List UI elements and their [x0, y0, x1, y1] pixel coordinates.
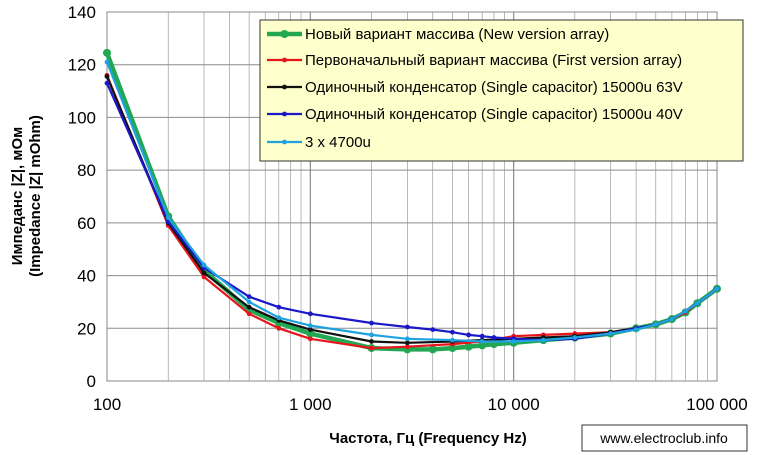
- plot-area: [106, 11, 718, 382]
- data-point: [511, 339, 517, 344]
- legend-swatch-marker: [282, 84, 287, 90]
- data-point: [307, 336, 313, 342]
- data-point: [694, 300, 700, 306]
- data-point: [103, 48, 111, 57]
- data-point: [466, 332, 471, 338]
- data-point: [307, 311, 313, 317]
- x-axis-ticks: 100 1 000 10 000 100 000: [93, 395, 748, 414]
- legend-label: Одиночный конденсатор (Single capacitor)…: [305, 79, 683, 96]
- data-point: [104, 59, 110, 65]
- series-group: [103, 48, 721, 354]
- series-5: [104, 59, 720, 344]
- legend-swatch-marker: [282, 57, 287, 63]
- legend-box: [259, 19, 744, 162]
- y-tick-label: 140: [68, 3, 96, 22]
- data-point: [104, 80, 110, 86]
- y-tick-label: 20: [77, 319, 96, 338]
- x-tick-label: 10 000: [488, 395, 540, 414]
- data-point: [369, 345, 374, 351]
- series-line: [105, 61, 718, 343]
- legend-item: Первоначальный вариант массива (First ve…: [267, 52, 682, 69]
- y-tick-label: 100: [68, 108, 96, 127]
- data-point: [165, 215, 171, 220]
- data-point: [201, 274, 207, 280]
- data-point: [540, 337, 546, 343]
- data-point: [306, 329, 315, 338]
- data-point: [608, 331, 614, 336]
- data-point: [479, 333, 485, 339]
- data-point: [464, 342, 473, 351]
- legend-label: 3 x 4700u: [305, 134, 371, 151]
- legend-item: Одиночный конденсатор (Single capacitor)…: [267, 79, 683, 96]
- data-point: [369, 332, 374, 338]
- watermark: www.electroclub.info: [581, 424, 748, 452]
- data-point: [448, 344, 457, 353]
- legend-label: Новый вариант массива (New version array…: [305, 26, 609, 43]
- y-tick-label: 80: [77, 161, 96, 180]
- data-point: [450, 337, 455, 343]
- data-point: [450, 329, 455, 335]
- y-tick-label: 0: [87, 372, 96, 391]
- watermark-box: [581, 424, 748, 452]
- data-point: [369, 320, 374, 326]
- data-point: [683, 308, 688, 314]
- y-axis-title-line1: Импеданс |Z|, мОм: [9, 127, 26, 265]
- y-axis-title-line2: (Impedance |Z| mOhm): [27, 115, 44, 277]
- legend: Новый вариант массива (New version array…: [259, 19, 744, 162]
- data-point: [478, 341, 487, 350]
- data-point: [307, 327, 313, 333]
- data-point: [633, 327, 639, 333]
- legend-swatch-marker: [280, 30, 289, 38]
- x-tick-label: 100 000: [686, 395, 747, 414]
- y-tick-label: 40: [77, 267, 96, 286]
- data-point: [104, 74, 110, 79]
- data-point: [404, 324, 410, 330]
- data-point: [276, 315, 282, 321]
- data-point: [669, 316, 675, 322]
- data-point: [428, 345, 437, 354]
- data-point: [369, 339, 374, 344]
- data-point: [201, 262, 207, 268]
- data-point: [714, 286, 720, 292]
- legend-item: Одиночный конденсатор (Single capacitor)…: [267, 106, 683, 123]
- data-point: [246, 299, 252, 305]
- data-point: [404, 340, 410, 346]
- legend-swatch-marker: [282, 111, 287, 117]
- data-point: [491, 335, 497, 340]
- watermark-text: www.electroclub.info: [599, 430, 728, 446]
- y-tick-label: 120: [68, 56, 96, 75]
- data-point: [404, 336, 410, 342]
- x-tick-label: 100: [93, 395, 121, 414]
- legend-label: Одиночный конденсатор (Single capacitor)…: [305, 106, 683, 123]
- legend-label: Первоначальный вариант массива (First ve…: [305, 52, 682, 69]
- data-point: [201, 270, 207, 276]
- data-point: [653, 321, 659, 327]
- data-point: [404, 344, 410, 350]
- data-point: [307, 323, 313, 329]
- legend-item: Новый вариант массива (New version array…: [267, 26, 609, 43]
- y-tick-label: 60: [77, 214, 96, 233]
- data-point: [246, 304, 252, 310]
- data-point: [572, 335, 578, 340]
- data-point: [246, 294, 252, 300]
- y-axis-ticks: 0 20 40 60 80 100 120 140: [68, 3, 96, 391]
- legend-item: 3 x 4700u: [267, 134, 371, 151]
- data-point: [479, 339, 485, 344]
- y-axis-title: Импеданс |Z|, мОм (Impedance |Z| mOhm): [9, 115, 44, 277]
- legend-swatch-marker: [282, 139, 287, 145]
- data-point: [276, 325, 282, 331]
- data-point: [276, 304, 282, 310]
- x-tick-label: 1 000: [289, 395, 332, 414]
- data-point: [246, 311, 252, 317]
- x-axis-title: Частота, Гц (Frequency Hz): [329, 430, 526, 447]
- data-point: [430, 327, 436, 333]
